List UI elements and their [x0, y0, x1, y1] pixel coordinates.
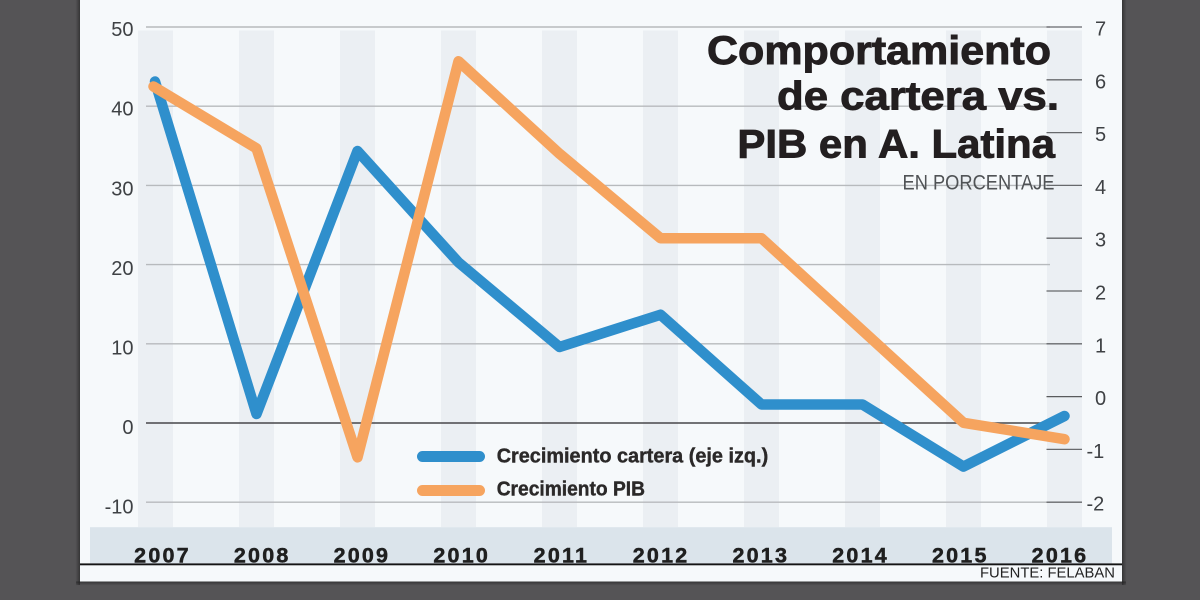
- svg-text:2009: 2009: [334, 543, 391, 567]
- svg-text:3: 3: [1095, 230, 1106, 252]
- svg-text:5: 5: [1095, 124, 1106, 146]
- svg-text:FUENTE: FELABAN: FUENTE: FELABAN: [980, 565, 1115, 582]
- svg-text:2: 2: [1095, 283, 1106, 305]
- svg-text:7: 7: [1095, 19, 1106, 41]
- svg-text:Comportamiento: Comportamiento: [707, 29, 1051, 73]
- svg-text:30: 30: [111, 178, 133, 200]
- svg-text:-1: -1: [1087, 441, 1105, 463]
- svg-text:50: 50: [111, 19, 133, 41]
- svg-text:Crecimiento PIB: Crecimiento PIB: [497, 478, 645, 501]
- svg-text:2014: 2014: [832, 543, 889, 567]
- svg-text:2016: 2016: [1032, 543, 1089, 567]
- svg-text:2012: 2012: [633, 543, 690, 567]
- svg-text:2010: 2010: [433, 543, 490, 567]
- svg-text:6: 6: [1095, 71, 1106, 93]
- svg-text:0: 0: [122, 417, 133, 439]
- svg-text:2007: 2007: [134, 543, 191, 567]
- svg-text:0: 0: [1095, 388, 1106, 410]
- svg-text:10: 10: [111, 338, 133, 360]
- svg-text:20: 20: [111, 258, 133, 280]
- svg-text:Crecimiento cartera (eje izq.): Crecimiento cartera (eje izq.): [497, 445, 769, 468]
- svg-text:-2: -2: [1087, 494, 1105, 516]
- svg-text:2011: 2011: [534, 543, 589, 567]
- svg-text:1: 1: [1095, 335, 1106, 357]
- svg-text:2015: 2015: [932, 543, 989, 567]
- svg-text:PIB en A. Latina: PIB en A. Latina: [737, 123, 1055, 167]
- svg-text:2013: 2013: [732, 543, 789, 567]
- svg-text:40: 40: [111, 99, 133, 121]
- svg-text:de cartera vs.: de cartera vs.: [777, 75, 1059, 119]
- svg-text:-10: -10: [105, 497, 134, 519]
- svg-text:EN PORCENTAJE: EN PORCENTAJE: [903, 171, 1055, 195]
- svg-text:2008: 2008: [234, 543, 291, 567]
- svg-text:4: 4: [1095, 177, 1106, 199]
